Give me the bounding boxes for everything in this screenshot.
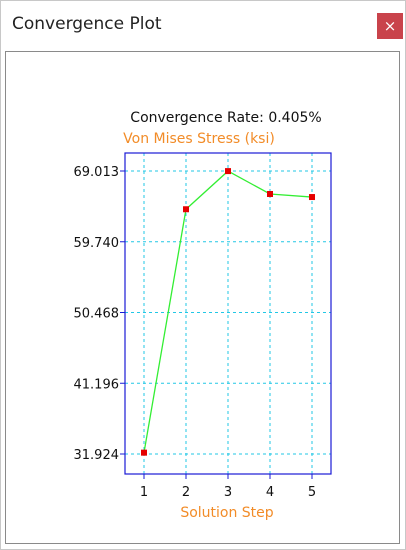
data-point xyxy=(309,194,315,201)
x-tick-label: 2 xyxy=(182,485,190,500)
y-tick-label: 69.013 xyxy=(74,165,120,180)
window-title: Convergence Plot xyxy=(12,14,162,34)
x-tick-label: 3 xyxy=(224,485,232,500)
x-axis-label: Solution Step xyxy=(180,505,273,521)
y-axis-label: Von Mises Stress (ksi) xyxy=(123,131,275,147)
title-bar: Convergence Plot × xyxy=(1,1,405,49)
x-tick-label: 5 xyxy=(308,485,316,500)
chart-title: Convergence Rate: 0.405% xyxy=(130,110,321,126)
data-point xyxy=(225,168,231,175)
close-button[interactable]: × xyxy=(377,13,403,39)
x-tick-label: 1 xyxy=(140,485,148,500)
y-tick-label: 31.924 xyxy=(74,448,120,463)
plot-panel: Convergence Rate: 0.405% Von Mises Stres… xyxy=(5,51,400,544)
data-point xyxy=(267,190,273,197)
y-tick-label: 41.196 xyxy=(74,377,120,392)
y-tick-label: 59.740 xyxy=(74,236,120,251)
y-tick-label: 50.468 xyxy=(74,307,120,322)
x-tick-label: 4 xyxy=(266,485,274,500)
data-point xyxy=(141,449,147,456)
data-point xyxy=(183,206,189,213)
convergence-chart: Convergence Rate: 0.405% Von Mises Stres… xyxy=(74,110,332,521)
